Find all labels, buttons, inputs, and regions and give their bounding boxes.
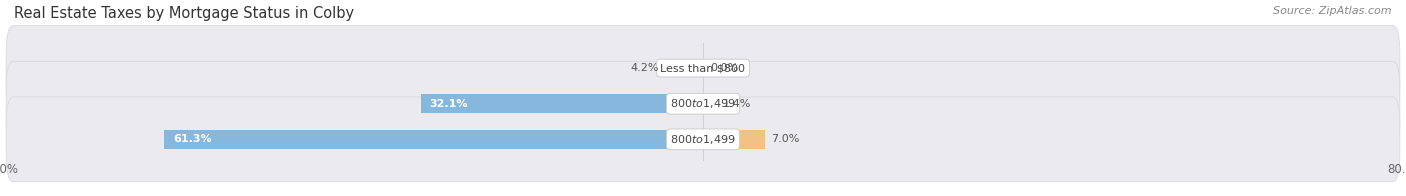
Text: 7.0%: 7.0% [772,134,800,144]
Text: 0.0%: 0.0% [710,63,738,73]
Text: 32.1%: 32.1% [430,99,468,109]
Bar [666,59,703,77]
FancyBboxPatch shape [6,26,1400,111]
Bar [420,94,703,113]
FancyBboxPatch shape [6,97,1400,182]
Text: $800 to $1,499: $800 to $1,499 [671,133,735,146]
Text: 1.4%: 1.4% [723,99,751,109]
Text: $800 to $1,499: $800 to $1,499 [671,97,735,110]
Bar [703,94,716,113]
Bar [703,130,765,149]
Bar [165,130,703,149]
Text: Source: ZipAtlas.com: Source: ZipAtlas.com [1274,6,1392,16]
FancyBboxPatch shape [6,61,1400,146]
Text: 4.2%: 4.2% [630,63,659,73]
Text: 61.3%: 61.3% [173,134,212,144]
Text: Real Estate Taxes by Mortgage Status in Colby: Real Estate Taxes by Mortgage Status in … [14,6,354,21]
Text: Less than $800: Less than $800 [661,63,745,73]
